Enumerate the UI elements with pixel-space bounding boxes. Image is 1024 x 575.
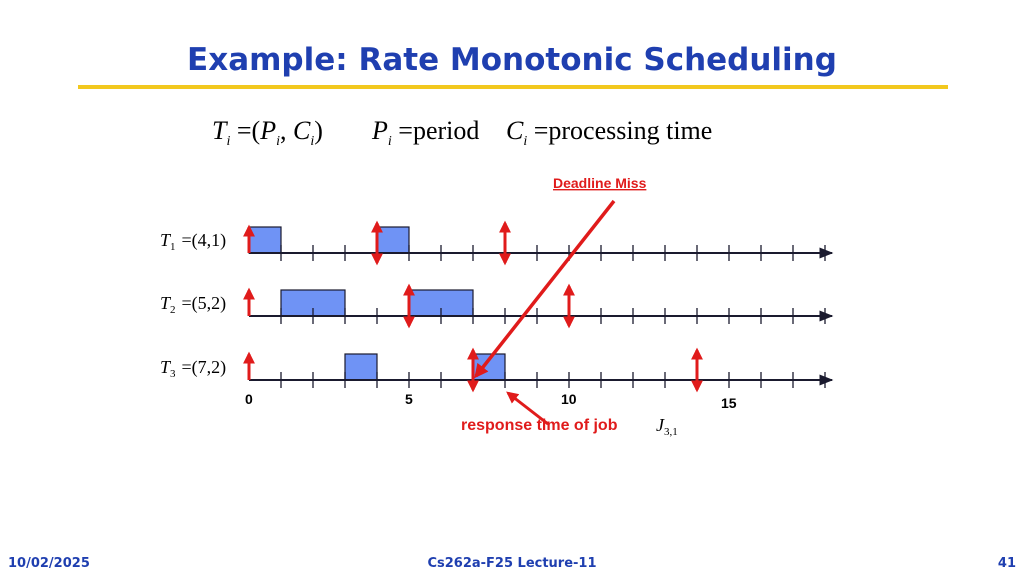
period-p-sub: i [387, 134, 392, 150]
formula-close: ) [314, 116, 323, 145]
formula-comma: , [279, 116, 293, 145]
footer-course: Cs262a-F25 Lecture-11 [427, 556, 597, 571]
formula-p-sub: i [276, 134, 280, 150]
formula-task-definition: Ti =(Pi, Ci) [212, 116, 323, 150]
cost-c-sub: i [523, 134, 528, 150]
task-params: =(5,2) [182, 293, 227, 314]
formula-open: =( [236, 116, 261, 145]
title-underline [78, 85, 948, 89]
task-name: T [160, 293, 172, 313]
formula-c-sub: i [310, 134, 315, 150]
formula-cost-definition: Ci =processing time [506, 116, 712, 150]
axis-label: 5 [405, 391, 413, 407]
task-params: =(7,2) [182, 357, 227, 378]
cost-text: =processing time [533, 116, 713, 145]
deadline-miss-label: Deadline Miss [553, 175, 647, 191]
task-name: T [160, 357, 172, 377]
response-time-pointer [506, 391, 549, 426]
task-row-3: T3 =(7,2) [160, 347, 834, 393]
period-text: =period [398, 116, 480, 145]
response-time-label: response time of job [461, 417, 618, 434]
task-row-2: T2 =(5,2) [160, 283, 834, 329]
formula-t: T [212, 116, 227, 145]
job-block-t1-1 [248, 226, 282, 254]
response-job-sub: 3,1 [664, 426, 678, 438]
task-name: T [160, 230, 172, 250]
response-job-symbol: J3,1 [656, 415, 678, 438]
cost-c: C [506, 116, 524, 145]
formula-period-definition: Pi =period [372, 116, 479, 150]
task-label-t1: T1 =(4,1) [160, 230, 226, 253]
axis-label: 10 [561, 391, 577, 407]
footer-page-number: 41 [997, 556, 1016, 571]
slide-title: Example: Rate Monotonic Scheduling [187, 42, 837, 78]
axis-label: 15 [721, 395, 737, 411]
response-job-letter: J [656, 415, 665, 435]
task-params: =(4,1) [182, 230, 227, 251]
task-sub: 2 [170, 304, 176, 316]
task-sub: 3 [170, 368, 176, 380]
task-row-1: T1 =(4,1) [160, 220, 834, 266]
task-label-t3: T3 =(7,2) [160, 357, 226, 380]
formula-t-sub: i [226, 134, 231, 150]
axis-label: 0 [245, 391, 253, 407]
formula-c: C [292, 116, 311, 145]
formula-p: P [260, 116, 277, 145]
task-label-t2: T2 =(5,2) [160, 293, 226, 316]
task-sub: 1 [170, 241, 176, 253]
period-p: P [372, 116, 388, 145]
footer-date: 10/02/2025 [8, 556, 90, 571]
job-block-t1-2 [376, 226, 410, 254]
job-block-t3-1 [344, 353, 378, 381]
deadline-miss-pointer [474, 199, 616, 379]
